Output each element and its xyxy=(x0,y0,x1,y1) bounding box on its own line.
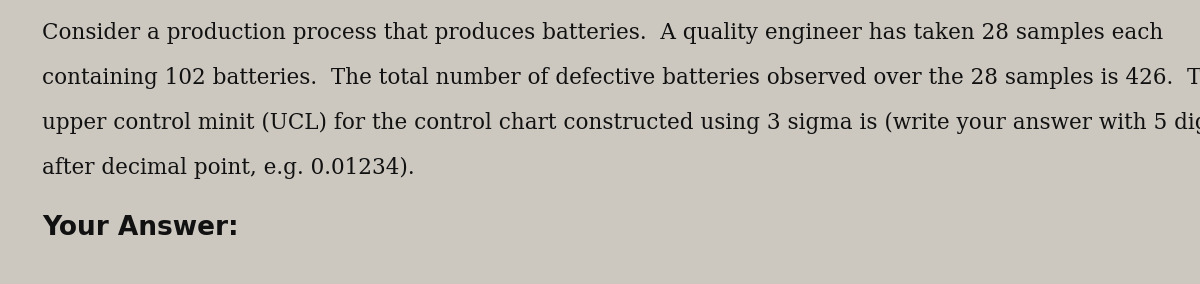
Text: upper control minit (UCL) for the control chart constructed using 3 sigma is (wr: upper control minit (UCL) for the contro… xyxy=(42,112,1200,134)
Text: after decimal point, e.g. 0.01234).: after decimal point, e.g. 0.01234). xyxy=(42,157,415,179)
Text: Consider a production process that produces batteries.  A quality engineer has t: Consider a production process that produ… xyxy=(42,22,1163,44)
Text: containing 102 batteries.  The total number of defective batteries observed over: containing 102 batteries. The total numb… xyxy=(42,67,1200,89)
Text: Your Answer:: Your Answer: xyxy=(42,215,239,241)
